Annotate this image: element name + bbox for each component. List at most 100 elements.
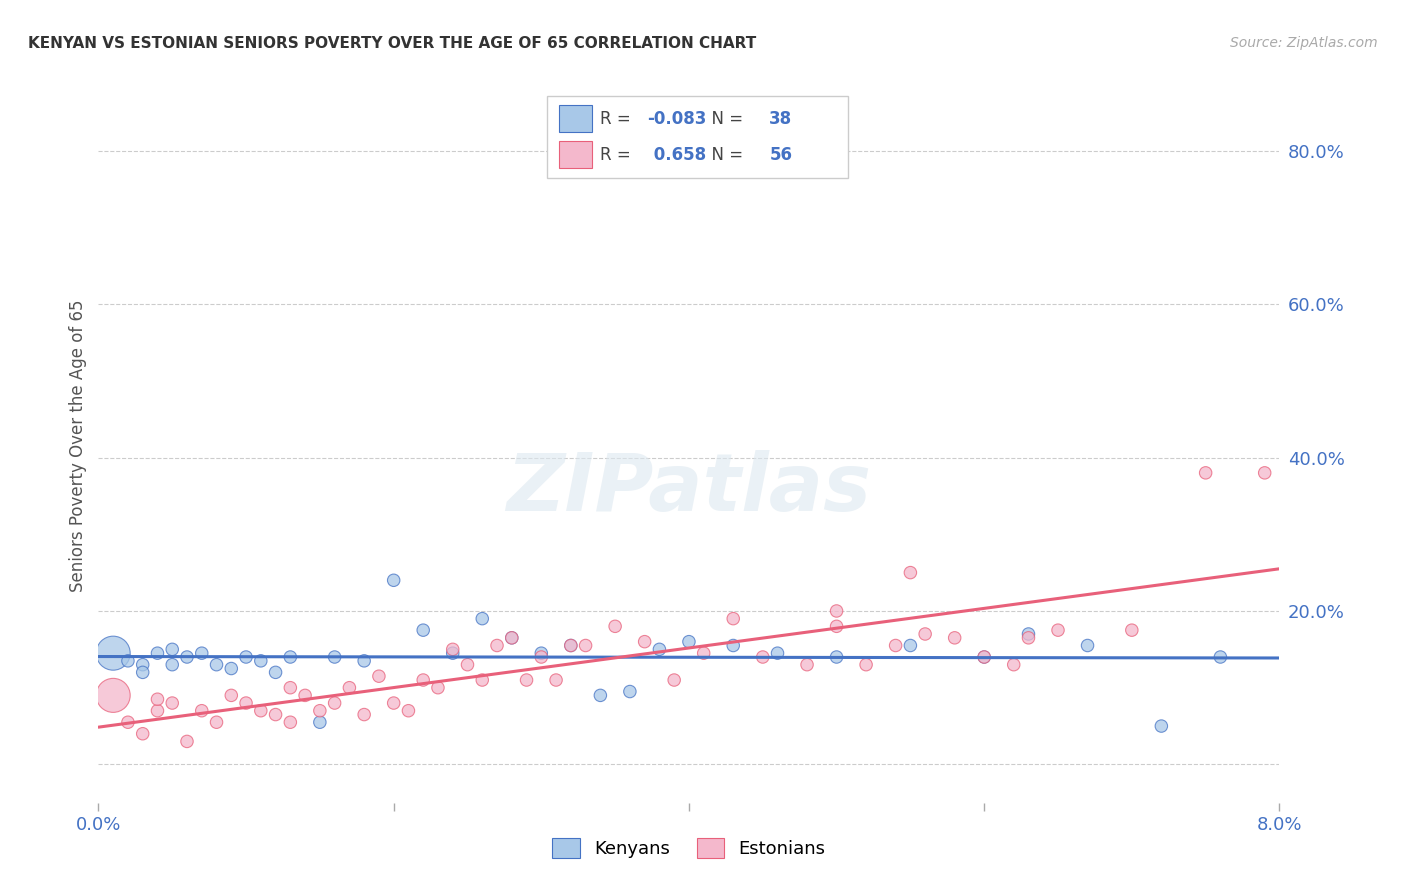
Point <box>1002 657 1025 672</box>
Point <box>546 673 568 687</box>
Point <box>146 646 169 660</box>
Point <box>693 646 716 660</box>
Point <box>353 707 375 722</box>
Point <box>530 650 553 665</box>
Point <box>132 657 155 672</box>
Point <box>368 669 391 683</box>
Point <box>250 654 273 668</box>
Point <box>117 654 139 668</box>
Point <box>176 650 198 665</box>
Point <box>441 642 464 657</box>
Point <box>398 704 420 718</box>
Text: R =: R = <box>600 111 637 128</box>
Point <box>1018 627 1040 641</box>
Text: N =: N = <box>700 146 748 164</box>
Point <box>1046 623 1070 637</box>
Point <box>530 646 553 660</box>
Point <box>235 696 257 710</box>
Text: N =: N = <box>700 111 748 128</box>
Point <box>1150 719 1173 733</box>
Point <box>796 657 818 672</box>
Point <box>412 673 434 687</box>
Point <box>560 639 582 653</box>
Point <box>309 715 332 730</box>
Point <box>1018 631 1040 645</box>
Point <box>103 646 125 660</box>
Point <box>1121 623 1143 637</box>
Point <box>825 604 848 618</box>
Point <box>589 689 612 703</box>
Text: 38: 38 <box>769 111 793 128</box>
Point <box>412 623 434 637</box>
Point <box>752 650 775 665</box>
Point <box>825 619 848 633</box>
Point <box>264 665 287 680</box>
Point <box>648 642 671 657</box>
Point <box>441 646 464 660</box>
Point <box>205 715 228 730</box>
Point <box>634 634 657 648</box>
Point <box>501 631 523 645</box>
Point <box>235 650 257 665</box>
Point <box>132 727 155 741</box>
Point <box>205 657 228 672</box>
Point <box>678 634 700 648</box>
Point <box>323 650 346 665</box>
Point <box>900 639 922 653</box>
Point <box>132 665 155 680</box>
Point <box>914 627 936 641</box>
Point <box>339 681 361 695</box>
Point <box>575 639 598 653</box>
Point <box>900 566 922 580</box>
Text: ZIPatlas: ZIPatlas <box>506 450 872 528</box>
Point <box>250 704 273 718</box>
Point <box>1195 466 1218 480</box>
Point <box>191 704 214 718</box>
Point <box>280 650 302 665</box>
Point <box>117 715 139 730</box>
Point <box>264 707 287 722</box>
Point <box>1077 639 1099 653</box>
Point <box>427 681 450 695</box>
FancyBboxPatch shape <box>560 105 592 132</box>
Point <box>1254 466 1277 480</box>
Text: 0.658: 0.658 <box>648 146 706 164</box>
Point <box>560 639 582 653</box>
Point <box>471 612 494 626</box>
Point <box>280 715 302 730</box>
Point <box>353 654 375 668</box>
Point <box>162 696 183 710</box>
Point <box>943 631 966 645</box>
Point <box>162 642 183 657</box>
Point <box>605 619 627 633</box>
Point <box>1209 650 1232 665</box>
Point <box>471 673 494 687</box>
Point <box>382 574 405 588</box>
Point <box>973 650 995 665</box>
Text: Source: ZipAtlas.com: Source: ZipAtlas.com <box>1230 36 1378 50</box>
Point <box>294 689 316 703</box>
Point <box>723 612 745 626</box>
FancyBboxPatch shape <box>560 141 592 168</box>
Point <box>516 673 538 687</box>
Text: R =: R = <box>600 146 637 164</box>
Point <box>176 734 198 748</box>
Point <box>486 639 509 653</box>
Point <box>766 646 789 660</box>
Text: KENYAN VS ESTONIAN SENIORS POVERTY OVER THE AGE OF 65 CORRELATION CHART: KENYAN VS ESTONIAN SENIORS POVERTY OVER … <box>28 36 756 51</box>
Point <box>855 657 877 672</box>
Point <box>309 704 332 718</box>
Point <box>382 696 405 710</box>
Y-axis label: Seniors Poverty Over the Age of 65: Seniors Poverty Over the Age of 65 <box>69 300 87 592</box>
Point <box>723 639 745 653</box>
Point <box>664 673 686 687</box>
Point <box>221 689 243 703</box>
Point <box>162 657 183 672</box>
Point <box>501 631 523 645</box>
Point <box>146 692 169 706</box>
Point <box>146 704 169 718</box>
FancyBboxPatch shape <box>547 96 848 178</box>
Point <box>884 639 907 653</box>
Point <box>221 661 243 675</box>
Legend: Kenyans, Estonians: Kenyans, Estonians <box>546 830 832 865</box>
